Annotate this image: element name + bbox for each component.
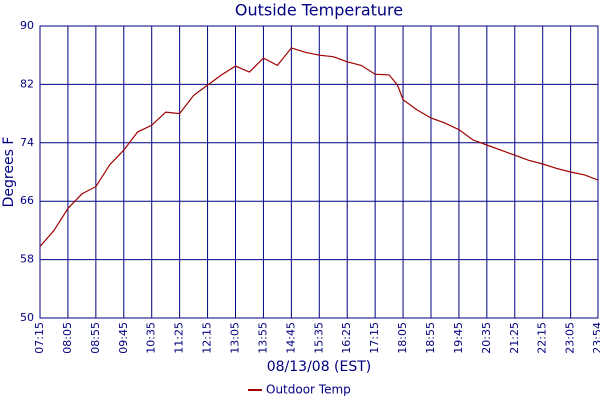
x-tick-label: 16:25 xyxy=(340,322,353,354)
x-tick-label: 23:54 xyxy=(591,322,600,354)
x-tick-label: 18:05 xyxy=(396,322,409,354)
x-tick-label: 11:25 xyxy=(173,322,186,354)
x-tick-label: 14:45 xyxy=(284,322,297,354)
y-axis-label: Degrees F xyxy=(1,137,17,208)
x-axis-label: 08/13/08 (EST) xyxy=(267,359,372,375)
y-tick-label: 82 xyxy=(20,77,34,90)
x-tick-label: 12:15 xyxy=(201,322,214,354)
y-tick-label: 74 xyxy=(20,136,34,149)
x-tick-label: 21:25 xyxy=(508,322,521,354)
x-tick-label: 08:05 xyxy=(61,322,74,354)
y-tick-label: 90 xyxy=(20,19,34,32)
x-tick-label: 23:05 xyxy=(564,322,577,354)
y-tick-label: 50 xyxy=(20,311,34,324)
x-tick-label: 17:15 xyxy=(368,322,381,354)
x-tick-label: 13:05 xyxy=(228,322,241,354)
x-tick-label: 13:55 xyxy=(256,322,269,354)
x-tick-label: 10:35 xyxy=(145,322,158,354)
x-tick-label: 15:35 xyxy=(312,322,325,354)
x-tick-label: 22:15 xyxy=(536,322,549,354)
x-tick-label: 20:35 xyxy=(480,322,493,354)
chart-title: Outside Temperature xyxy=(235,1,403,20)
y-tick-label: 58 xyxy=(20,253,34,266)
data-line xyxy=(39,47,599,247)
legend-label: Outdoor Temp xyxy=(266,383,351,397)
x-tick-label: 08:55 xyxy=(89,322,102,354)
x-tick-label: 19:45 xyxy=(452,322,465,354)
x-tick-label: 07:15 xyxy=(33,322,46,354)
x-tick-label: 09:45 xyxy=(117,322,130,354)
y-tick-label: 66 xyxy=(20,194,34,207)
x-tick-label: 18:55 xyxy=(424,322,437,354)
